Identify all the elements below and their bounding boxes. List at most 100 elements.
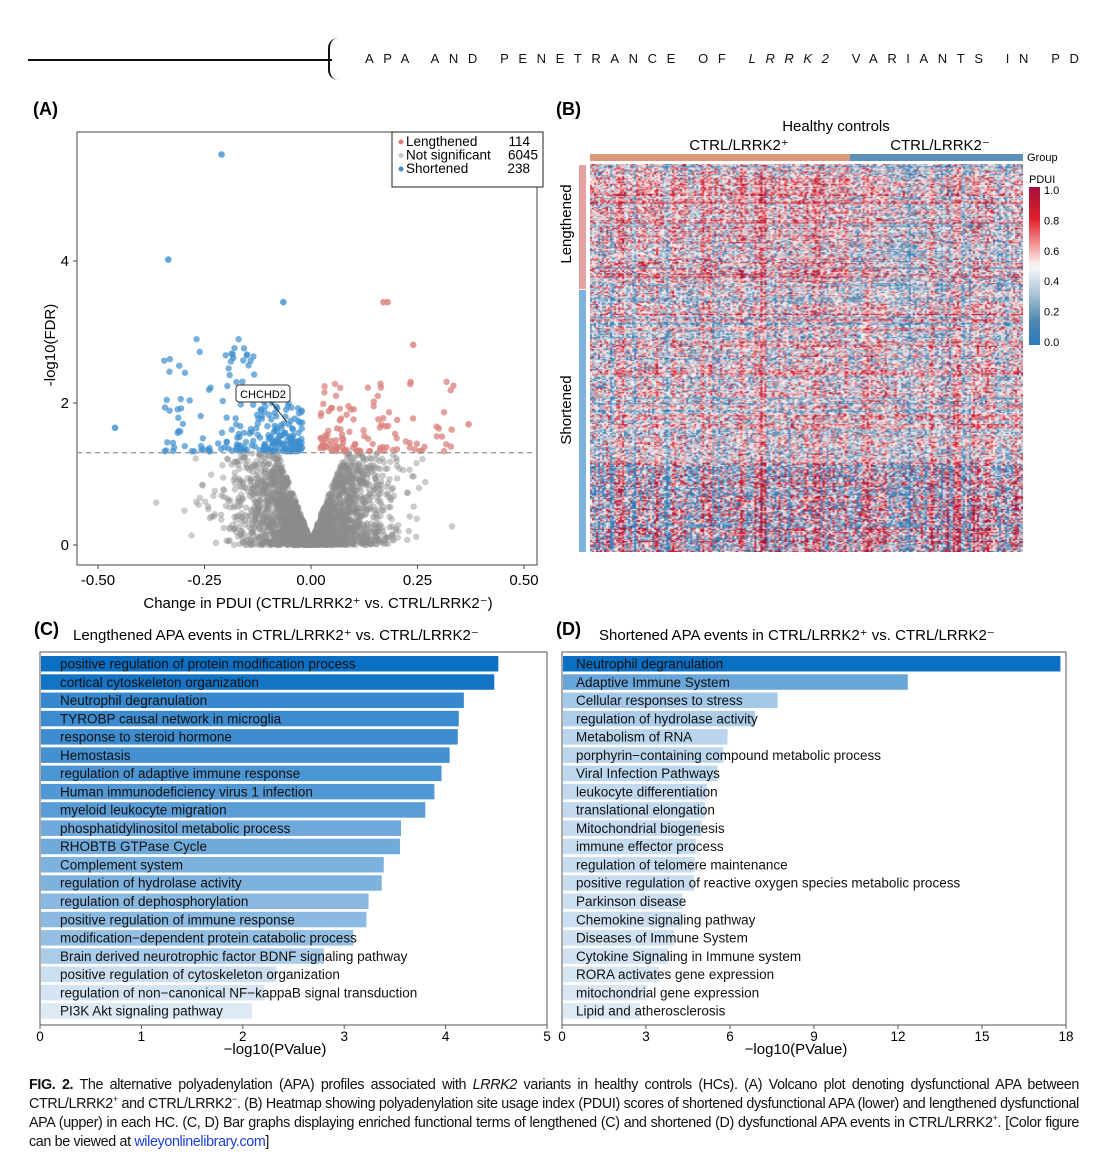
point-not-significant — [311, 537, 318, 545]
point-not-significant — [235, 503, 242, 510]
point-not-significant — [352, 497, 360, 504]
point-not-significant — [290, 509, 297, 517]
point-not-significant — [342, 510, 349, 517]
point-not-significant — [325, 504, 332, 512]
point-not-significant — [267, 496, 274, 503]
point-not-significant — [349, 528, 356, 536]
point-not-significant — [335, 481, 342, 488]
point-not-significant — [312, 527, 319, 535]
point-not-significant — [353, 491, 360, 499]
point-not-significant — [355, 524, 363, 531]
bar-label: regulation of hydrolase activity — [60, 876, 242, 891]
point-not-significant — [331, 528, 338, 536]
point-not-significant — [230, 458, 238, 466]
point-not-significant — [317, 540, 324, 547]
point-not-significant — [380, 540, 387, 547]
point-not-significant — [314, 540, 321, 547]
point-not-significant — [283, 533, 291, 540]
point-not-significant — [349, 528, 356, 535]
point-lengthened — [409, 415, 417, 422]
point-not-significant — [358, 469, 366, 476]
point-not-significant — [314, 531, 321, 539]
point-not-significant — [303, 536, 310, 543]
point-not-significant — [332, 503, 339, 510]
point-not-significant — [327, 509, 334, 517]
point-shortened — [181, 369, 189, 376]
point-not-significant — [316, 540, 323, 547]
point-not-significant — [237, 478, 244, 485]
point-not-significant — [258, 467, 266, 474]
point-not-significant — [297, 540, 304, 548]
point-not-significant — [309, 536, 316, 544]
point-not-significant — [268, 519, 275, 526]
point-not-significant — [312, 529, 319, 536]
point-not-significant — [330, 537, 337, 545]
caption-gene: LRRK2 — [472, 1077, 518, 1093]
point-not-significant — [261, 454, 268, 462]
point-not-significant — [290, 539, 297, 547]
point-not-significant — [294, 512, 301, 519]
point-not-significant — [326, 531, 333, 539]
point-not-significant — [325, 511, 333, 519]
point-not-significant — [283, 480, 291, 488]
point-shortened — [253, 411, 261, 419]
point-not-significant — [264, 501, 271, 509]
point-not-significant — [217, 511, 225, 518]
point-not-significant — [348, 527, 355, 535]
point-shortened — [235, 430, 243, 438]
point-not-significant — [348, 459, 355, 466]
point-not-significant — [313, 529, 321, 537]
point-not-significant — [277, 529, 284, 537]
point-not-significant — [327, 526, 335, 533]
point-not-significant — [347, 506, 354, 513]
point-not-significant — [258, 488, 265, 495]
bar-label: Cytokine Signaling in Immune system — [576, 949, 801, 964]
point-not-significant — [206, 514, 214, 522]
point-not-significant — [340, 535, 347, 543]
point-not-significant — [363, 456, 370, 463]
point-not-significant — [357, 480, 364, 488]
point-not-significant — [278, 505, 286, 512]
point-shortened — [229, 351, 236, 358]
point-not-significant — [239, 538, 247, 545]
x-tick-label: 3 — [340, 1029, 348, 1044]
point-not-significant — [252, 535, 259, 542]
point-not-significant — [292, 529, 300, 536]
point-shortened — [275, 441, 282, 448]
point-not-significant — [288, 503, 295, 510]
point-not-significant — [306, 536, 313, 544]
point-not-significant — [188, 532, 195, 539]
shortened-chart-title: Shortened APA events in CTRL/LRRK2⁺ vs. … — [599, 627, 995, 644]
point-not-significant — [291, 537, 298, 544]
point-not-significant — [330, 485, 337, 492]
point-not-significant — [258, 477, 266, 485]
point-not-significant — [340, 484, 347, 491]
point-not-significant — [302, 538, 310, 545]
point-not-significant — [262, 458, 269, 466]
point-not-significant — [283, 541, 290, 548]
point-not-significant — [382, 465, 389, 472]
point-not-significant — [252, 482, 259, 490]
wiley-link[interactable]: wileyonlinelibrary.com — [134, 1134, 266, 1150]
point-shortened — [196, 348, 203, 356]
point-not-significant — [303, 527, 310, 535]
point-not-significant — [270, 526, 278, 534]
point-not-significant — [333, 540, 340, 548]
point-not-significant — [374, 494, 381, 501]
point-not-significant — [234, 497, 242, 504]
point-not-significant — [323, 512, 331, 519]
point-not-significant — [380, 531, 388, 539]
point-not-significant — [311, 541, 319, 548]
point-lengthened — [321, 383, 328, 390]
point-not-significant — [334, 470, 341, 477]
point-lengthened — [332, 392, 340, 399]
point-not-significant — [410, 503, 417, 510]
point-not-significant — [389, 451, 397, 459]
point-not-significant — [302, 537, 309, 545]
point-not-significant — [316, 521, 324, 529]
point-not-significant — [360, 457, 367, 464]
point-not-significant — [335, 523, 343, 530]
point-not-significant — [320, 516, 328, 524]
point-not-significant — [283, 490, 291, 497]
point-not-significant — [310, 536, 318, 543]
